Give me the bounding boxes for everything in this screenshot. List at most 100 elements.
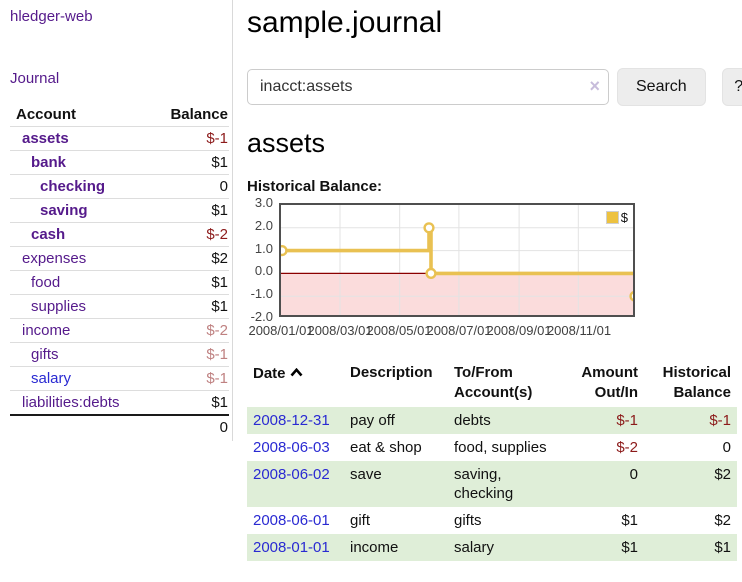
transaction-row: 2008-06-02 save saving, checking 0 $2 [247,461,737,507]
balance-series-line [282,226,633,276]
transaction-accounts: gifts [454,512,482,529]
search-button[interactable]: Search [617,68,706,106]
account-balance: $1 [211,298,228,315]
account-row: saving $1 [10,198,229,223]
y-tick: -1.0 [250,286,273,301]
accounts-header-line1: To/From [454,364,513,381]
negative-region [281,273,633,315]
account-balance: $-1 [206,130,228,147]
clear-search-icon[interactable]: × [589,76,600,96]
transaction-balance: $2 [714,512,731,529]
account-row: supplies $1 [10,294,229,319]
help-button[interactable]: ? [721,68,742,106]
transaction-description: gift [350,512,371,529]
amount-header-line2: Out/In [594,384,638,401]
account-link-food[interactable]: food [31,274,61,291]
accounts-total: 0 [219,419,228,436]
accounts-total-row: 0 [10,415,229,439]
search-form: × Search ? [247,68,742,106]
account-link-expenses[interactable]: expenses [22,250,87,267]
page-title: sample.journal [247,6,443,39]
transaction-accounts: food, supplies [454,439,547,456]
x-tick: 2008/03/01 [307,323,373,338]
account-balance: $-1 [206,370,228,387]
accounts-header-row: Account Balance [10,103,229,127]
transaction-description: pay off [350,412,395,429]
account-link-assets[interactable]: assets [22,130,69,147]
brand-link[interactable]: hledger-web [10,8,93,25]
account-balance: $1 [211,202,228,219]
chart-legend: $ [605,210,628,225]
balance-line-svg [281,205,633,315]
accounts-table: Account Balance assets $-1 bank $1 check… [10,103,229,439]
sort-asc-icon [290,363,303,383]
transaction-description: income [350,539,399,556]
transaction-row: 2008-01-01 income salary $1 $1 [247,534,737,561]
sidebar-item-journal[interactable]: Journal [10,70,60,87]
account-row: salary $-1 [10,366,229,391]
account-row: bank $1 [10,150,229,175]
transaction-amount: $-2 [616,439,638,456]
main-content: sample.journal × Search ? assets Histori… [233,0,742,561]
account-link-salary[interactable]: salary [31,370,72,387]
register-header-date[interactable]: Date [247,359,344,407]
y-tick: 1.0 [254,241,273,256]
transaction-date-link[interactable]: 2008-06-01 [253,512,330,529]
chart-heading: Historical Balance: [247,178,383,195]
account-balance: $1 [211,274,228,291]
account-balance: $1 [211,394,228,411]
transaction-balance: $2 [714,466,731,483]
transaction-amount: 0 [629,466,638,483]
accounts-header-account: Account [16,106,76,123]
legend-swatch [605,211,619,224]
account-link-supplies[interactable]: supplies [31,298,87,315]
account-balance: $-1 [206,346,228,363]
account-link-bank[interactable]: bank [31,154,67,171]
search-field-wrap: × [247,69,609,105]
transaction-date-link[interactable]: 2008-01-01 [253,539,330,556]
y-tick: 3.0 [254,195,273,210]
account-link-saving[interactable]: saving [40,202,88,219]
account-row: liabilities:debts $1 [10,390,229,416]
transaction-date-link[interactable]: 2008-06-03 [253,439,330,456]
transaction-description: save [350,466,382,483]
transaction-date-link[interactable]: 2008-12-31 [253,412,330,429]
account-link-income[interactable]: income [22,322,71,339]
account-row: cash $-2 [10,222,229,247]
account-link-checking[interactable]: checking [40,178,106,195]
x-tick: 2008/09/01 [486,323,552,338]
y-tick: 2.0 [254,218,273,233]
account-link-cash[interactable]: cash [31,226,66,243]
transaction-accounts: saving, checking [454,466,514,502]
register-header-accounts: To/From Account(s) [448,359,564,407]
accounts-header-line2: Account(s) [454,384,533,401]
transaction-balance: 0 [722,439,731,456]
transaction-amount: $1 [621,539,638,556]
legend-label: $ [620,210,628,225]
transaction-balance: $-1 [709,412,731,429]
balance-header-line2: Balance [673,384,731,401]
data-point-markers [281,222,633,302]
transaction-balance: $1 [714,539,731,556]
account-balance: 0 [219,178,228,195]
account-heading: assets [247,128,326,158]
sidebar: hledger-web Journal Account Balance asse… [0,0,233,441]
transaction-date-link[interactable]: 2008-06-02 [253,466,330,483]
account-balance: $-2 [206,226,228,243]
x-tick: 2008/11/01 [546,323,612,338]
account-balance: $1 [211,154,228,171]
transaction-amount: $1 [621,512,638,529]
account-balance: $-2 [206,322,228,339]
account-row: expenses $2 [10,246,229,271]
account-row: assets $-1 [10,126,229,151]
y-tick: -2.0 [250,309,273,324]
search-input[interactable] [247,69,609,105]
transaction-amount: $-1 [616,412,638,429]
x-tick: 2008/01/01 [248,323,314,338]
register-header-row: Date Description To/From Account(s) Amou… [247,359,737,407]
transaction-description: eat & shop [350,439,422,456]
account-row: income $-2 [10,318,229,343]
account-link-liabilities-debts[interactable]: liabilities:debts [22,394,120,411]
account-link-gifts[interactable]: gifts [31,346,59,363]
account-balance: $2 [211,250,228,267]
